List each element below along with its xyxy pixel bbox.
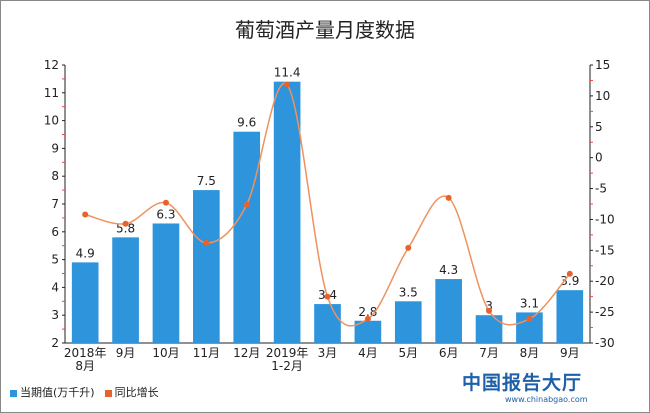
- bar: [112, 237, 139, 343]
- x-tick-label: 5月: [398, 346, 418, 360]
- growth-point: [162, 199, 169, 206]
- growth-point: [364, 315, 371, 322]
- x-tick-label: 1-2月: [271, 359, 303, 373]
- right-tick-label: -15: [595, 243, 615, 257]
- left-tick-label: 4: [51, 280, 59, 294]
- bar-data-label: 3.1: [520, 296, 539, 310]
- x-tick-label: 7月: [479, 346, 499, 360]
- right-tick-label: -25: [595, 305, 615, 319]
- x-tick-label: 6月: [439, 346, 459, 360]
- growth-point: [243, 201, 250, 208]
- legend-item-line[interactable]: 同比增长: [104, 384, 159, 400]
- legend-swatch-bar: [10, 389, 17, 397]
- legend-label-line: 同比增长: [114, 386, 159, 399]
- x-tick-label: 8月: [75, 359, 95, 373]
- bar: [556, 290, 584, 343]
- bar-data-label: 6.3: [156, 207, 175, 221]
- left-tick-label: 6: [51, 225, 59, 239]
- bar-data-label: 3.9: [560, 274, 579, 288]
- x-tick-label: 2018年: [64, 346, 107, 360]
- bar: [152, 223, 180, 343]
- bar-data-label: 3.5: [399, 285, 418, 299]
- legend-label-bar: 当期值(万千升): [20, 386, 95, 399]
- bar-data-label: 3: [485, 299, 493, 313]
- left-tick-label: 5: [51, 253, 59, 267]
- growth-point: [82, 211, 89, 218]
- x-tick-label: 11月: [193, 346, 220, 360]
- left-tick-label: 2: [51, 336, 59, 350]
- bar: [435, 279, 462, 343]
- watermark-url: www.chinabgao.com: [505, 395, 588, 404]
- right-tick-label: 5: [595, 120, 603, 134]
- bar: [193, 190, 220, 343]
- left-tick-label: 8: [51, 169, 59, 183]
- growth-point: [445, 194, 452, 201]
- right-tick-label: 15: [595, 58, 610, 72]
- right-tick-label: 10: [595, 89, 610, 103]
- bar: [394, 301, 422, 343]
- watermark-logo: 中国报告大厅: [462, 372, 583, 394]
- left-tick-label: 11: [44, 86, 59, 100]
- bar-data-label: 7.5: [197, 174, 216, 188]
- left-tick-label: 9: [51, 141, 59, 155]
- bar: [475, 315, 503, 343]
- growth-point: [122, 220, 129, 227]
- x-tick-label: 12月: [233, 346, 260, 360]
- x-tick-label: 9月: [116, 346, 136, 360]
- bar-data-label: 9.6: [237, 116, 256, 130]
- bar-data-label: 4.3: [439, 263, 458, 277]
- bar: [314, 304, 341, 343]
- x-tick-label: 2019年: [266, 346, 309, 360]
- right-tick-label: -10: [595, 212, 615, 226]
- bar-data-label: 5.8: [116, 221, 135, 235]
- growth-point: [203, 239, 210, 246]
- growth-point: [284, 81, 291, 88]
- growth-point: [405, 244, 412, 251]
- chart-title: 葡萄酒产量月度数据: [235, 18, 415, 42]
- legend-swatch-line: [104, 389, 112, 397]
- x-tick-label: 4月: [358, 346, 378, 360]
- bar: [354, 320, 382, 343]
- growth-point: [324, 293, 331, 300]
- legend-item-bar[interactable]: 当期值(万千升): [10, 384, 95, 400]
- x-tick-label: 9月: [560, 346, 580, 360]
- bar-data-label: 11.4: [274, 66, 301, 80]
- left-tick-label: 10: [44, 114, 59, 128]
- right-tick-label: -20: [595, 274, 615, 288]
- legend: 当期值(万千升) 同比增长: [10, 384, 159, 400]
- x-tick-label: 10月: [152, 346, 179, 360]
- left-tick-label: 7: [51, 197, 59, 211]
- bar: [233, 131, 261, 343]
- x-tick-label: 8月: [520, 346, 540, 360]
- bar-data-label: 4.9: [76, 246, 95, 260]
- left-tick-label: 3: [51, 308, 59, 322]
- x-tick-label: 3月: [318, 346, 338, 360]
- right-tick-label: -30: [595, 336, 615, 350]
- growth-point: [526, 315, 533, 322]
- growth-point: [486, 307, 493, 314]
- right-tick-label: -5: [595, 182, 607, 196]
- right-tick-label: 0: [595, 151, 603, 165]
- bar: [273, 81, 301, 344]
- bar: [71, 262, 99, 343]
- left-tick-label: 12: [44, 58, 59, 72]
- growth-point: [566, 270, 573, 277]
- growth-line: [84, 82, 571, 327]
